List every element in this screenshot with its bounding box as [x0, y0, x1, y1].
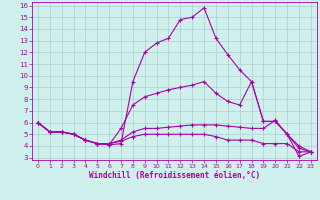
X-axis label: Windchill (Refroidissement éolien,°C): Windchill (Refroidissement éolien,°C)	[89, 171, 260, 180]
